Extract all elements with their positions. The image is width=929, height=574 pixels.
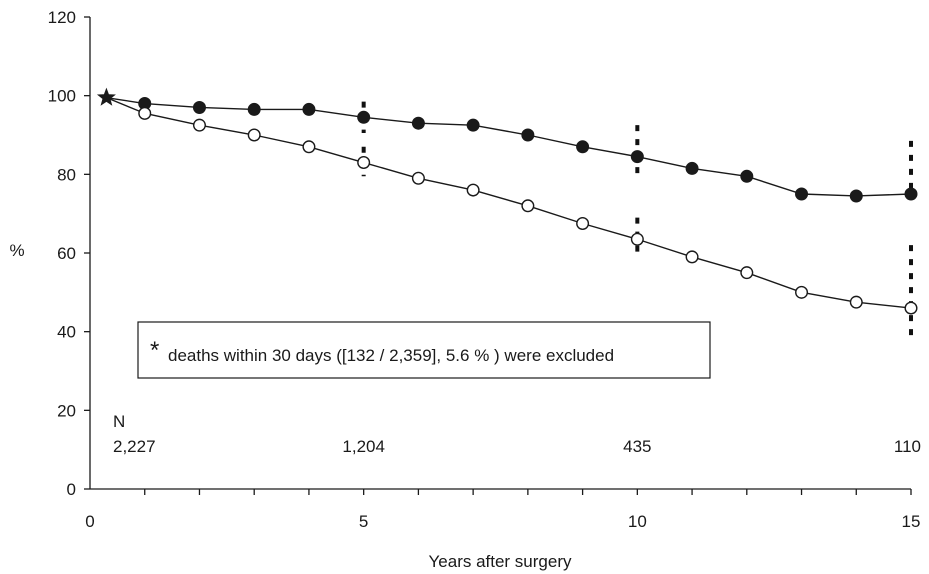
- data-point: [630, 150, 644, 164]
- x-axis-title: Years after surgery: [429, 552, 572, 571]
- data-point: [685, 250, 699, 264]
- y-tick-label: 20: [57, 401, 76, 420]
- y-ticks: 0 20 40 60 80 100 120: [48, 8, 90, 499]
- data-point: [740, 169, 754, 183]
- data-point: [521, 128, 535, 142]
- annotation-box: * deaths within 30 days ([132 / 2,359], …: [137, 321, 711, 379]
- numbers-at-risk: N 2,227 1,204 435 110: [113, 412, 921, 456]
- data-point: [630, 232, 644, 246]
- series-group: [106, 96, 918, 315]
- data-point: [357, 110, 371, 124]
- n-at-risk-value: 2,227: [113, 437, 156, 456]
- n-at-risk-value: 435: [623, 437, 651, 456]
- data-point: [192, 118, 206, 132]
- confidence-intervals: [361, 101, 913, 340]
- data-point: [795, 285, 809, 299]
- annotation-frame: [137, 321, 711, 379]
- data-point: [192, 100, 206, 114]
- data-point: [411, 171, 425, 185]
- x-axis: 0 5 10 15 Years after surgery: [85, 488, 920, 571]
- x-tick-label: 10: [628, 512, 647, 531]
- data-point: [521, 199, 535, 213]
- data-point: [302, 140, 316, 154]
- data-point: [685, 161, 699, 175]
- x-tick-label: 15: [902, 512, 921, 531]
- series-lines: [106, 96, 918, 315]
- n-at-risk-value: 1,204: [342, 437, 385, 456]
- y-tick-label: 40: [57, 323, 76, 342]
- data-point: [411, 116, 425, 130]
- data-point: [357, 156, 371, 170]
- data-point: [302, 102, 316, 116]
- n-at-risk-value: 110: [894, 437, 921, 456]
- y-tick-label: 80: [57, 165, 76, 184]
- start-star-marker: [96, 87, 116, 106]
- series-line: [106, 96, 912, 197]
- data-point: [795, 187, 809, 201]
- x-ticks: 0 5 10 15: [85, 489, 920, 531]
- y-tick-label: 120: [48, 8, 76, 27]
- y-tick-label: 0: [67, 480, 76, 499]
- x-tick-label: 0: [85, 512, 94, 531]
- n-at-risk-title: N: [113, 412, 125, 431]
- series-line: [106, 96, 912, 309]
- start-point: [96, 87, 116, 106]
- data-point: [576, 216, 590, 230]
- data-point: [138, 106, 152, 120]
- data-point: [740, 266, 754, 280]
- data-point: [904, 187, 918, 201]
- series-group: [106, 96, 918, 203]
- y-axis: 0 20 40 60 80 100 120 %: [9, 8, 91, 499]
- x-tick-label: 5: [359, 512, 368, 531]
- data-point: [247, 102, 261, 116]
- data-point: [466, 118, 480, 132]
- data-point: [904, 301, 918, 315]
- annotation-text: deaths within 30 days ([132 / 2,359], 5.…: [168, 346, 614, 365]
- data-point: [466, 183, 480, 197]
- data-point: [247, 128, 261, 142]
- data-point: [849, 295, 863, 309]
- annotation-asterisk: *: [150, 337, 159, 364]
- data-point: [849, 189, 863, 203]
- data-point: [576, 140, 590, 154]
- y-tick-label: 100: [48, 87, 76, 106]
- y-tick-label: 60: [57, 244, 76, 263]
- y-axis-title: %: [9, 241, 24, 260]
